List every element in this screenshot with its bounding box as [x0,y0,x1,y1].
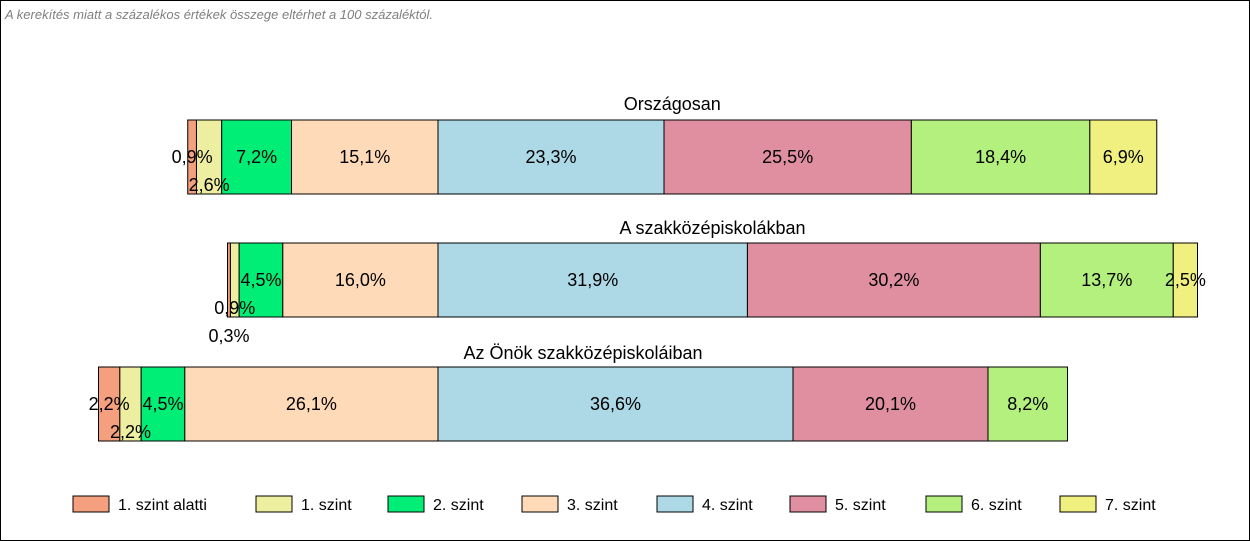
bar-segment [1039,242,1174,318]
data-label: 23,3% [525,147,576,167]
legend-swatch [387,495,425,513]
bar-segment [282,242,439,318]
data-label: 0,9% [172,147,213,167]
data-label: 36,6% [590,394,641,414]
data-label: 13,7% [1081,270,1132,290]
data-label: 25,5% [762,147,813,167]
data-label: 2,2% [110,422,151,442]
bar-segment [184,366,439,442]
data-label: 20,1% [865,394,916,414]
data-label: 4,5% [142,394,183,414]
data-label: 15,1% [339,147,390,167]
data-label: 8,2% [1007,394,1048,414]
legend-label: 6. szint [971,497,1022,514]
legend-label: 1. szint [301,497,352,514]
legend-swatch [1059,495,1097,513]
data-label: 30,2% [868,270,919,290]
legend-swatch [656,495,694,513]
legend-label: 1. szint alatti [118,497,207,514]
legend-swatch [521,495,559,513]
bar-segment [910,119,1091,195]
data-label: 16,0% [335,270,386,290]
data-label: 2,5% [1165,270,1206,290]
data-label: 18,4% [975,147,1026,167]
bar-title: A szakközépiskolákban [619,218,805,238]
legend-swatch [255,495,293,513]
bar-title: Az Önök szakközépiskoláiban [463,343,702,363]
data-label: 6,9% [1103,147,1144,167]
legend-label: 4. szint [702,497,753,514]
data-label: 4,5% [240,270,281,290]
legend-swatch [925,495,963,513]
bar-title: Országosan [624,94,721,114]
rounding-note: A kerekítés miatt a százalékos értékek ö… [5,7,434,22]
legend-swatch [789,495,827,513]
legend-swatch [72,495,110,513]
bar-segment [1172,242,1199,318]
data-label: 2,6% [189,175,230,195]
data-label: 0,9% [214,298,255,318]
data-label: 7,2% [236,147,277,167]
bar-segment [291,119,439,195]
bar-segment [437,366,794,442]
legend-label: 2. szint [433,497,484,514]
legend-label: 7. szint [1105,497,1156,514]
data-label: 2,2% [89,394,130,414]
bar-segment [792,366,989,442]
data-label: 26,1% [286,394,337,414]
bar-segment [437,242,748,318]
bar-segment [437,119,665,195]
bar-segment [221,119,293,195]
bar-segment [746,242,1041,318]
legend-label: 3. szint [567,497,618,514]
bar-segment [663,119,912,195]
legend-label: 5. szint [835,497,886,514]
data-label: 31,9% [567,270,618,290]
data-label: 0,3% [208,326,249,346]
bar-segment [987,366,1069,442]
bar-segment [1089,119,1158,195]
